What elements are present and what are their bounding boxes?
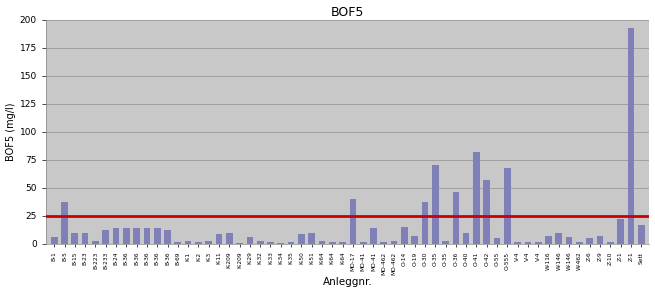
- Bar: [278, 243, 284, 244]
- Bar: [61, 202, 68, 244]
- Bar: [82, 233, 88, 244]
- Bar: [525, 242, 531, 244]
- Bar: [638, 225, 645, 244]
- Bar: [555, 233, 562, 244]
- Bar: [318, 241, 326, 244]
- Title: BOF5: BOF5: [331, 6, 364, 18]
- Bar: [576, 242, 583, 244]
- Bar: [195, 242, 202, 244]
- Bar: [51, 237, 58, 244]
- Bar: [627, 28, 634, 244]
- Bar: [246, 237, 253, 244]
- Y-axis label: BOF5 (mg/l): BOF5 (mg/l): [5, 103, 16, 161]
- Bar: [339, 242, 346, 244]
- Bar: [154, 228, 160, 244]
- Bar: [432, 166, 439, 244]
- Bar: [298, 234, 305, 244]
- Bar: [257, 241, 263, 244]
- Bar: [360, 242, 367, 244]
- Bar: [545, 236, 552, 244]
- Bar: [350, 199, 356, 244]
- X-axis label: Anleggnr.: Anleggnr.: [323, 277, 373, 287]
- Bar: [123, 228, 130, 244]
- Bar: [185, 241, 191, 244]
- Bar: [113, 228, 119, 244]
- Bar: [483, 180, 490, 244]
- Bar: [102, 231, 109, 244]
- Bar: [206, 241, 212, 244]
- Bar: [329, 242, 335, 244]
- Bar: [617, 219, 624, 244]
- Bar: [463, 233, 470, 244]
- Bar: [494, 238, 500, 244]
- Bar: [267, 242, 274, 244]
- Bar: [92, 241, 99, 244]
- Bar: [473, 152, 480, 244]
- Bar: [370, 228, 377, 244]
- Bar: [514, 242, 521, 244]
- Bar: [411, 236, 418, 244]
- Bar: [607, 242, 614, 244]
- Bar: [453, 192, 459, 244]
- Bar: [309, 233, 315, 244]
- Bar: [401, 227, 407, 244]
- Bar: [143, 228, 150, 244]
- Bar: [566, 237, 572, 244]
- Bar: [422, 202, 428, 244]
- Bar: [215, 234, 222, 244]
- Bar: [442, 241, 449, 244]
- Bar: [391, 241, 398, 244]
- Bar: [133, 228, 140, 244]
- Bar: [71, 233, 78, 244]
- Bar: [535, 242, 542, 244]
- Bar: [597, 236, 603, 244]
- Bar: [288, 242, 295, 244]
- Bar: [164, 231, 171, 244]
- Bar: [174, 242, 181, 244]
- Bar: [381, 242, 387, 244]
- Bar: [504, 168, 511, 244]
- Bar: [586, 238, 593, 244]
- Bar: [226, 233, 233, 244]
- Bar: [236, 243, 243, 244]
